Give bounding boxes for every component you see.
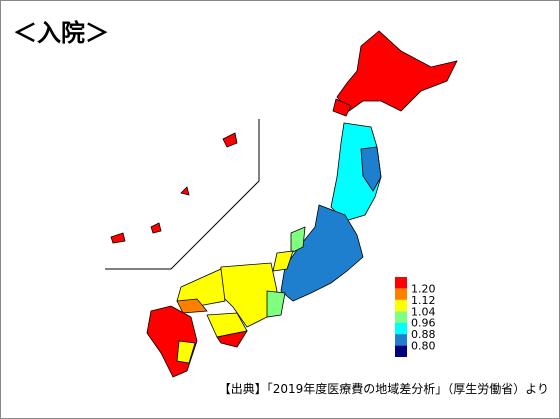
- region: [336, 30, 458, 112]
- legend-swatch: [395, 322, 407, 335]
- title: ＜入院＞: [13, 19, 109, 47]
- region: [216, 330, 248, 348]
- legend-swatch: [395, 345, 407, 357]
- region: [150, 222, 162, 234]
- legend-swatch: [395, 299, 407, 312]
- region: [176, 340, 196, 364]
- region: [180, 186, 190, 196]
- legend-swatch: [395, 288, 407, 300]
- legend-label: 0.80: [411, 340, 436, 353]
- region: [146, 305, 198, 378]
- legend-label: 1.12: [411, 294, 436, 307]
- legend-swatch: [395, 334, 407, 346]
- region: [360, 146, 382, 192]
- legend-label: 1.04: [411, 305, 436, 318]
- legend-label: 1.20: [411, 282, 436, 295]
- region: [290, 226, 306, 254]
- legend: 1.201.121.040.960.880.80: [395, 277, 436, 357]
- legend-label: 0.88: [411, 328, 436, 341]
- region: [266, 290, 286, 318]
- prefectures: [110, 30, 458, 378]
- region: [222, 132, 238, 148]
- region: [176, 298, 208, 314]
- region: [330, 122, 382, 222]
- region: [110, 232, 126, 244]
- inset-line: [105, 119, 260, 270]
- legend-label: 0.96: [411, 317, 436, 330]
- legend-swatch: [395, 311, 407, 323]
- region: [272, 250, 294, 272]
- region: [332, 98, 352, 117]
- legend-swatch: [395, 277, 407, 289]
- region: [176, 268, 226, 308]
- source: 【出典】「2019年度医療費の地域差分析」（厚生労働省）より: [219, 381, 549, 396]
